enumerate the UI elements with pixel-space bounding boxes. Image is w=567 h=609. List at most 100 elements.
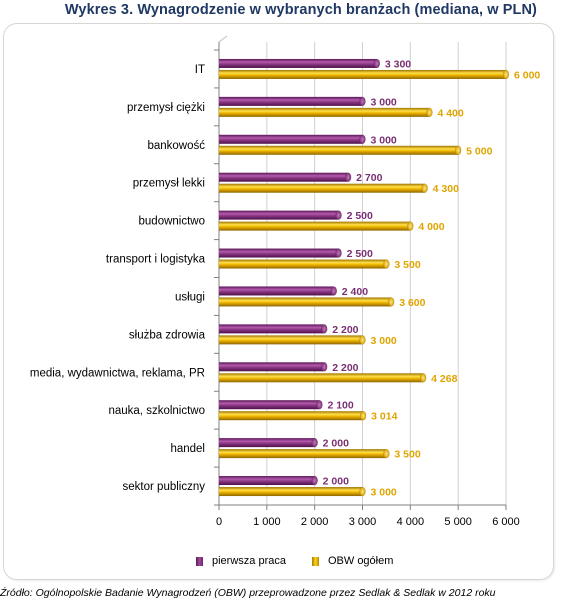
x-tick-label: 6 000 [492, 516, 520, 528]
category-label: przemysł ciężki [127, 102, 205, 114]
bar-cap [359, 96, 366, 107]
bar-cap [316, 399, 323, 410]
x-tick-label: 0 [216, 516, 222, 528]
bar [219, 107, 430, 117]
data-label: 2 500 [347, 210, 373, 222]
bar [219, 259, 387, 269]
bar-cap [335, 248, 342, 258]
bar-cap [383, 259, 390, 269]
bar-cap [320, 362, 328, 372]
bar [219, 134, 363, 144]
bar [219, 286, 334, 296]
category-label: budownictwo [139, 216, 205, 228]
bar [219, 248, 339, 258]
bar-cap [419, 373, 427, 383]
bar-cap [421, 183, 428, 193]
x-tick-label: 3 000 [349, 516, 377, 528]
bar [219, 449, 387, 459]
bar [219, 324, 325, 334]
data-label: 5 000 [466, 145, 492, 157]
axes: 0 1 000 2 000 3 000 4 000 5 000 6 000 [214, 42, 520, 528]
bar [219, 69, 506, 79]
legend-item-series2: OBW ogółem [311, 555, 394, 567]
data-label: 2 700 [356, 172, 382, 184]
data-label: 6 000 [514, 69, 540, 81]
bar-cap [359, 410, 367, 421]
bar-cap [407, 221, 414, 231]
data-label: 3 000 [371, 487, 397, 499]
bar [219, 373, 424, 383]
bar-cap [359, 134, 366, 145]
data-label: 2 200 [332, 324, 358, 336]
legend-swatch-series1 [196, 556, 203, 566]
data-label: 4 000 [418, 221, 444, 233]
x-tick-label: 5 000 [444, 516, 472, 528]
data-label: 4 300 [433, 183, 459, 195]
bar-cap [383, 448, 390, 459]
bar-cap [335, 210, 342, 220]
bar [219, 145, 459, 155]
data-label: 2 400 [342, 286, 368, 298]
data-label: 3 500 [394, 449, 420, 461]
source-note: Źródło: Ogólnopolskie Badanie Wynagrodze… [0, 587, 496, 599]
bar [219, 96, 363, 106]
category-label: przemysł lekki [133, 178, 205, 190]
bar-cap [426, 107, 433, 118]
bar-cap [320, 324, 328, 334]
category-label: bankowość [147, 140, 205, 152]
bar-cap [311, 437, 318, 448]
x-tick-label: 1 000 [253, 516, 281, 528]
category-label: nauka, szkolnictwo [108, 405, 205, 417]
legend-label-series2: OBW ogółem [327, 555, 394, 567]
bar-cap [359, 486, 366, 497]
data-label: 2 200 [332, 362, 358, 374]
data-label: 4 400 [437, 107, 463, 119]
bar-cap [311, 475, 318, 486]
bar-cap [344, 172, 352, 182]
data-label: 3 000 [371, 335, 397, 347]
category-label: służba zdrowia [129, 329, 206, 341]
bar [219, 221, 411, 231]
category-label: usługi [175, 291, 205, 303]
bar [219, 335, 363, 345]
category-label: IT [195, 64, 205, 76]
data-label: 2 100 [327, 400, 353, 412]
data-label: 3 014 [371, 411, 397, 423]
category-label: sektor publiczny [123, 481, 206, 493]
x-tick-label: 4 000 [397, 516, 425, 528]
data-label: 2 000 [323, 438, 349, 450]
bar-cap [454, 145, 462, 156]
bar-cap [359, 335, 366, 345]
data-label: 3 000 [371, 134, 397, 146]
bar-cap [502, 69, 510, 80]
bar [219, 183, 425, 193]
data-label: 4 268 [431, 373, 457, 385]
bar [219, 476, 315, 486]
category-label: media, wydawnictwa, reklama, PR [30, 367, 205, 379]
data-label: 3 500 [394, 259, 420, 271]
bars [219, 58, 510, 497]
legend-item-series1: pierwsza praca [196, 555, 286, 567]
x-tick-label: 2 000 [301, 516, 329, 528]
wall-edge [218, 35, 228, 43]
legend-label-series1: pierwsza praca [212, 555, 286, 567]
bar [219, 297, 392, 307]
bar [219, 487, 363, 497]
data-label: 2 500 [347, 248, 373, 260]
bar-cap [373, 58, 381, 69]
bar [219, 172, 349, 182]
data-label: 3 600 [399, 297, 425, 309]
bar [219, 400, 320, 410]
category-label: handel [170, 443, 205, 455]
bar-cap [330, 286, 338, 296]
category-label: transport i logistyka [106, 254, 206, 266]
data-label: 2 000 [323, 476, 349, 488]
bar [219, 438, 315, 448]
grid-lines [218, 35, 507, 505]
labels: IT 3 300 6 000 przemysł ciężki 3 000 4 400 ban… [30, 58, 541, 498]
bar [219, 411, 364, 421]
bar [219, 362, 325, 372]
data-label: 3 300 [385, 58, 411, 70]
legend: pierwsza praca OBW ogółem [196, 553, 419, 569]
